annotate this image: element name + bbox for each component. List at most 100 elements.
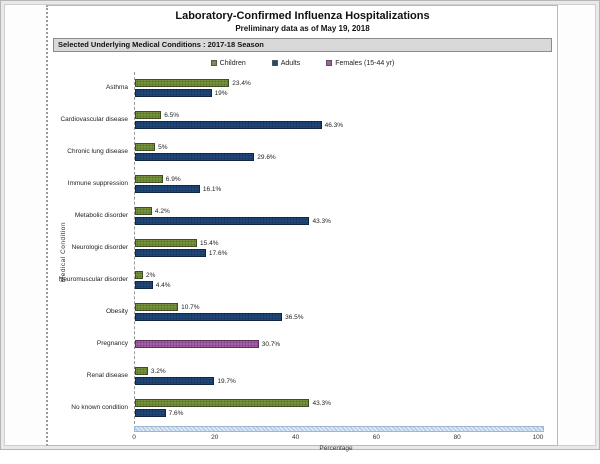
category-label: Obesity	[105, 308, 128, 316]
x-axis: 0 20 40 60 80 100	[132, 434, 543, 444]
chart-legend: Children Adults Females (15-44 yr)	[48, 58, 557, 68]
category-label: Pregnancy	[96, 340, 128, 348]
category-row: 23.4% 19%	[135, 72, 538, 104]
bar-adults	[135, 377, 215, 385]
value-label: 5%	[158, 143, 168, 151]
bar-adults	[135, 281, 153, 289]
value-label: 6.5%	[164, 111, 180, 119]
category-label: Neuromuscular disorder	[58, 276, 128, 284]
value-label: 6.9%	[165, 175, 181, 183]
bar-children	[135, 399, 310, 407]
value-label: 19%	[214, 89, 228, 97]
bar-line: 23.4%	[135, 79, 538, 88]
x-tick-label: 20	[211, 434, 219, 441]
value-label: 3.2%	[150, 367, 166, 375]
category-row: 6.9% 16.1%	[135, 168, 538, 200]
bar-females-15-44-yr	[135, 340, 259, 348]
legend-swatch-icon	[271, 60, 278, 66]
category-row: 2% 4.4%	[135, 264, 538, 296]
bar-children	[135, 367, 148, 375]
x-tick-label: 0	[132, 434, 136, 441]
bar-children	[135, 79, 230, 87]
x-tick-label: 100	[532, 434, 544, 441]
value-label: 36.5%	[285, 313, 304, 321]
bar-adults	[135, 121, 322, 129]
bar-line: 4.4%	[135, 281, 538, 290]
category-label: Neurologic disorder	[71, 244, 128, 252]
bar-line: 2%	[135, 271, 538, 280]
bar-children	[135, 207, 152, 215]
plot-area: 23.4% 19% 6.5% 46.3% 5% 29.6% 6.9% 16.1% 4.2% 43.…	[134, 72, 538, 424]
bar-adults	[135, 249, 206, 257]
category-label: Immune suppression	[67, 180, 128, 188]
category-row: 10.7% 36.5%	[135, 296, 538, 328]
legend-item: Children	[210, 58, 246, 68]
value-label: 17.6%	[208, 249, 228, 257]
bar-line: 29.6%	[135, 153, 538, 162]
value-label: 19.7%	[217, 377, 236, 385]
value-label: 30.7%	[261, 340, 281, 348]
category-row: 15.4% 17.6%	[135, 232, 538, 264]
category-label: Cardiovascular disease	[60, 116, 128, 124]
category-label: Metabolic disorder	[74, 212, 128, 220]
value-label: 4.4%	[155, 281, 171, 289]
report-panel: Laboratory-Confirmed Influenza Hospitali…	[46, 5, 558, 452]
bar-line: 3.2%	[135, 367, 538, 376]
x-axis-title: Percentage	[319, 445, 353, 452]
bar-adults	[135, 313, 283, 321]
category-row: 43.3% 7.6%	[135, 392, 538, 424]
value-label: 29.6%	[257, 153, 276, 161]
category-row: 30.7%	[135, 328, 538, 360]
bar-line: 16.1%	[135, 185, 538, 194]
legend-item: Females (15-44 yr)	[326, 58, 394, 68]
filter-bar[interactable]: Selected Underlying Medical Conditions :…	[53, 38, 552, 52]
value-label: 7.6%	[168, 409, 184, 417]
report-window: Laboratory-Confirmed Influenza Hospitali…	[0, 0, 600, 452]
category-label: Renal disease	[86, 372, 128, 380]
bar-line: 10.7%	[135, 303, 538, 312]
bar-line: 43.3%	[135, 399, 538, 408]
horizontal-scrollbar[interactable]	[134, 426, 544, 432]
value-label: 4.2%	[154, 207, 170, 215]
bar-children	[135, 303, 179, 311]
bar-line: 5%	[135, 143, 538, 152]
legend-swatch-icon	[210, 60, 217, 66]
bar-adults	[135, 185, 200, 193]
x-tick-label: 60	[372, 434, 381, 441]
legend-label: Adults	[280, 59, 301, 67]
bar-line: 36.5%	[135, 313, 538, 322]
bar-line: 19%	[135, 89, 538, 98]
page-subtitle: Preliminary data as of May 19, 2018	[235, 24, 370, 33]
bar-adults	[135, 409, 166, 417]
category-label: Asthma	[105, 84, 128, 92]
value-label: 16.1%	[202, 185, 222, 193]
bar-children	[135, 175, 163, 183]
category-axis: Asthma Cardiovascular disease Chronic lung…	[48, 72, 132, 424]
category-label: No known condition	[71, 404, 128, 412]
category-label: Chronic lung disease	[67, 148, 128, 156]
bar-line: 17.6%	[135, 249, 538, 258]
value-label: 43.3%	[312, 217, 331, 225]
bar-adults	[135, 153, 255, 161]
bar-children	[135, 271, 144, 279]
value-label: 10.7%	[181, 303, 200, 311]
category-row: 5% 29.6%	[135, 136, 538, 168]
bar-children	[135, 143, 156, 151]
category-row: 3.2% 19.7%	[135, 360, 538, 392]
legend-label: Females (15-44 yr)	[335, 59, 395, 67]
value-label: 15.4%	[200, 239, 219, 247]
bar-line: 15.4%	[135, 239, 538, 248]
value-label: 46.3%	[324, 121, 344, 129]
bar-line: 46.3%	[135, 121, 538, 130]
page-title: Laboratory-Confirmed Influenza Hospitali…	[175, 10, 430, 22]
value-label: 23.4%	[232, 79, 251, 87]
category-row: 4.2% 43.3%	[135, 200, 538, 232]
bar-line: 43.3%	[135, 217, 538, 226]
bar-children	[135, 111, 162, 119]
category-row: 6.5% 46.3%	[135, 104, 538, 136]
bar-line: 6.5%	[135, 111, 538, 120]
bar-line: 6.9%	[135, 175, 538, 184]
bar-chart: Medical Condition Asthma Cardiovascular d…	[48, 72, 557, 464]
bar-line: 7.6%	[135, 409, 538, 418]
bar-children	[135, 239, 198, 247]
